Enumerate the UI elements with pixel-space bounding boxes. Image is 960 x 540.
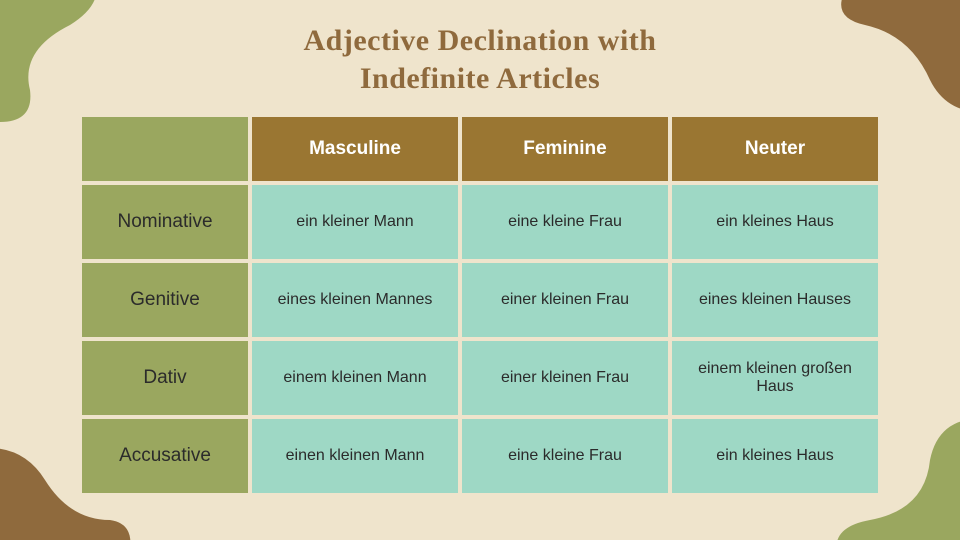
row-header-nominative: Nominative bbox=[80, 183, 250, 261]
row-header-accusative: Accusative bbox=[80, 417, 250, 495]
table-cell: eine kleine Frau bbox=[460, 417, 670, 495]
col-header-neuter: Neuter bbox=[670, 115, 880, 183]
table-cell: eines kleinen Mannes bbox=[250, 261, 460, 339]
row-header-genitive: Genitive bbox=[80, 261, 250, 339]
col-header-feminine: Feminine bbox=[460, 115, 670, 183]
table-cell: einer kleinen Frau bbox=[460, 261, 670, 339]
slide-canvas: Adjective Declination with Indefinite Ar… bbox=[0, 0, 960, 540]
table-cell: eines kleinen Hauses bbox=[670, 261, 880, 339]
table-cell: ein kleines Haus bbox=[670, 183, 880, 261]
table-cell: einem kleinen Mann bbox=[250, 339, 460, 417]
table-cell: eine kleine Frau bbox=[460, 183, 670, 261]
col-header-masculine: Masculine bbox=[250, 115, 460, 183]
row-header-dativ: Dativ bbox=[80, 339, 250, 417]
title-line-1: Adjective Declination with bbox=[304, 24, 657, 57]
page-title: Adjective Declination with Indefinite Ar… bbox=[304, 22, 657, 97]
declination-table: MasculineFeminineNeuterNominativeein kle… bbox=[80, 115, 880, 495]
table-cell: einem kleinen großen Haus bbox=[670, 339, 880, 417]
table-corner bbox=[80, 115, 250, 183]
table-cell: einer kleinen Frau bbox=[460, 339, 670, 417]
table-cell: ein kleines Haus bbox=[670, 417, 880, 495]
title-line-2: Indefinite Articles bbox=[360, 62, 600, 95]
table-cell: ein kleiner Mann bbox=[250, 183, 460, 261]
table-cell: einen kleinen Mann bbox=[250, 417, 460, 495]
